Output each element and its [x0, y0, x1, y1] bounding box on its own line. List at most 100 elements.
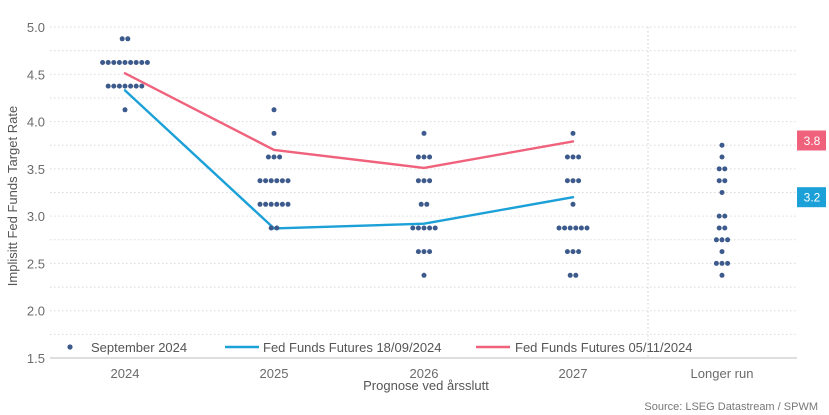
dot-marker	[144, 60, 150, 65]
dot-marker	[713, 237, 719, 243]
futures-line-sep	[123, 89, 575, 230]
dot-marker	[576, 249, 582, 255]
dot-marker	[719, 272, 725, 278]
dot-marker	[415, 178, 421, 184]
dot-marker	[268, 201, 274, 207]
dot-marker	[122, 60, 128, 65]
y-tick-label: 4.0	[27, 115, 45, 130]
dot-marker	[271, 154, 277, 160]
dot-marker	[116, 83, 122, 89]
dot-marker	[421, 249, 427, 255]
dot-marker	[584, 225, 590, 231]
dot-marker	[427, 249, 433, 255]
dot-marker	[576, 178, 582, 184]
dot-marker	[570, 201, 576, 207]
dot-marker	[421, 178, 427, 184]
dot-marker	[105, 60, 111, 65]
dot-marker	[713, 260, 719, 266]
dot-marker	[570, 249, 576, 255]
dot-marker	[268, 225, 274, 231]
value-badge-label: 3.2	[804, 191, 821, 205]
dot-marker	[277, 154, 283, 160]
dot-marker	[105, 83, 111, 89]
value-badges: 3.8 3.2	[797, 130, 826, 208]
dot-marker	[722, 166, 728, 172]
x-tick-label: 2025	[260, 366, 289, 381]
dot-marker	[263, 178, 269, 184]
dot-marker	[279, 201, 285, 207]
dot-marker	[279, 178, 285, 184]
dot-marker	[562, 225, 568, 231]
legend-label-september: September 2024	[91, 340, 187, 355]
dot-marker	[716, 166, 722, 172]
dot-marker	[133, 60, 139, 65]
dot-marker	[719, 154, 725, 160]
dot-marker	[128, 83, 134, 89]
dot-marker	[285, 178, 291, 184]
dot-marker	[139, 60, 145, 65]
dot-marker	[432, 225, 438, 231]
dot-marker	[274, 178, 280, 184]
gridlines	[50, 26, 797, 359]
dot-marker	[716, 178, 722, 184]
dot-marker	[122, 83, 128, 89]
dot-marker	[725, 237, 731, 243]
dot-marker	[415, 154, 421, 160]
dot-marker	[418, 201, 424, 207]
dot-marker	[722, 225, 728, 231]
dot-marker	[570, 130, 576, 136]
y-axis-ticks: 1.5 2.0 2.5 3.0 3.5 4.0 4.5 5.0	[27, 20, 45, 366]
y-axis-label: Implisitt Fed Funds Target Rate	[5, 106, 20, 286]
x-tick-label: 2027	[559, 366, 588, 381]
dot-marker	[265, 154, 271, 160]
dot-marker	[111, 83, 117, 89]
value-badge	[797, 130, 826, 151]
x-tick-label: 2026	[410, 366, 439, 381]
y-tick-label: 2.5	[27, 256, 45, 271]
legend-label-futures-nov: Fed Funds Futures 05/11/2024	[515, 340, 693, 355]
dot-marker	[564, 154, 570, 160]
dot-marker	[271, 130, 277, 136]
dot-marker	[427, 154, 433, 160]
dot-marker	[719, 237, 725, 243]
dot-marker	[125, 36, 131, 42]
dot-marker	[570, 178, 576, 184]
dot-marker	[556, 225, 562, 231]
dot-marker	[111, 60, 117, 65]
dot-marker	[271, 107, 277, 113]
legend-dot-marker	[67, 344, 73, 350]
dot-marker	[421, 130, 427, 136]
dot-marker	[100, 60, 106, 65]
dot-marker	[576, 154, 582, 160]
dot-marker	[716, 213, 722, 219]
dot-marker	[567, 225, 573, 231]
dot-marker	[573, 225, 579, 231]
value-badge	[797, 187, 826, 208]
dot-marker	[274, 201, 280, 207]
dot-marker	[424, 201, 430, 207]
dot-marker	[719, 142, 725, 148]
dot-marker	[119, 36, 125, 42]
x-axis-label: Prognose ved årsslutt	[363, 378, 489, 393]
y-tick-label: 1.5	[27, 351, 45, 366]
x-tick-label: Longer run	[691, 366, 754, 381]
dot-marker	[719, 249, 725, 255]
dot-marker	[128, 60, 134, 65]
dot-marker	[573, 272, 579, 278]
x-tick-label: 2024	[111, 366, 140, 381]
futures-line-nov	[123, 72, 575, 170]
dot-marker	[564, 178, 570, 184]
dot-marker	[285, 201, 291, 207]
source-note: Source: LSEG Datastream / SPWM	[644, 401, 818, 413]
dot-marker	[274, 225, 280, 231]
futures-lines	[123, 72, 575, 230]
dot-marker	[139, 83, 145, 89]
dot-marker	[722, 178, 728, 184]
dot-marker	[415, 249, 421, 255]
dot-marker	[427, 178, 433, 184]
dot-marker	[725, 260, 731, 266]
dot-marker	[257, 201, 263, 207]
dot-marker	[421, 225, 427, 231]
dot-marker	[716, 225, 722, 231]
dot-marker	[722, 213, 728, 219]
